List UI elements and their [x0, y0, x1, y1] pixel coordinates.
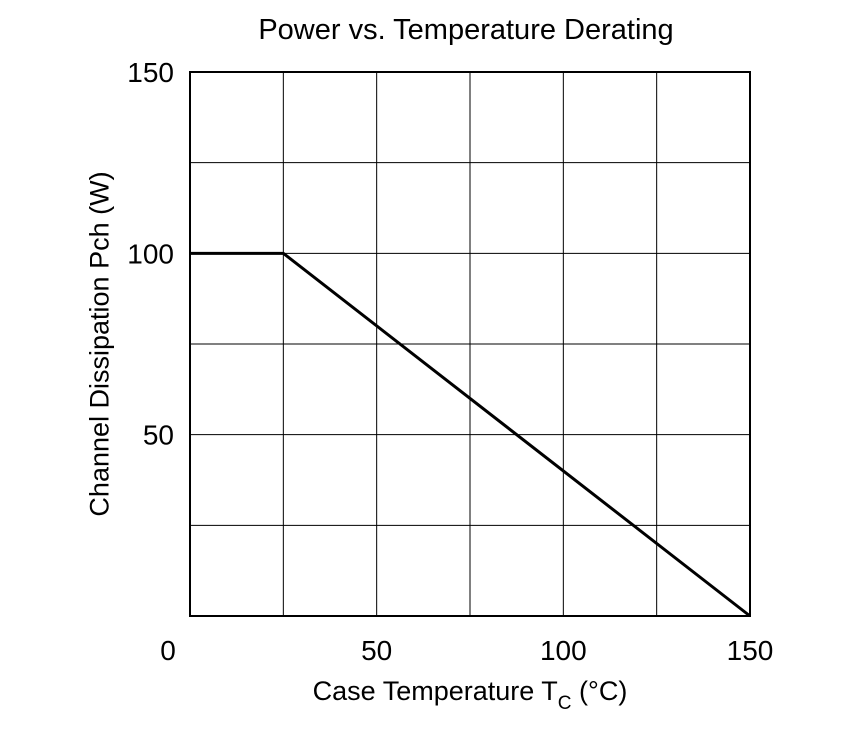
x-axis-label-main: Case Temperature T [312, 676, 558, 706]
plot-frame [189, 71, 751, 617]
y-tick-label: 50 [143, 420, 174, 451]
x-axis-label-subscript: C [557, 693, 572, 714]
y-tick-label: 100 [127, 238, 174, 269]
series-line [190, 251, 751, 618]
x-tick-label: 150 [727, 635, 774, 666]
x-tick-label: 100 [540, 635, 587, 666]
chart-title: Power vs. Temperature Derating [258, 14, 674, 46]
y-axis-label: Channel Dissipation Pch (W) [84, 171, 115, 517]
y-tick-labels: 50 100 150 [127, 57, 174, 451]
series-group [190, 251, 751, 618]
x-axis-label: Case Temperature TC (°C) [190, 676, 750, 714]
x-tick-label: 0 [160, 635, 176, 666]
grid-lines [189, 71, 751, 617]
x-axis-label-unit: (°C) [571, 676, 628, 706]
x-tick-labels: 0 50 100 150 [160, 635, 773, 666]
y-tick-label: 150 [127, 57, 174, 88]
x-tick-label: 50 [361, 635, 392, 666]
